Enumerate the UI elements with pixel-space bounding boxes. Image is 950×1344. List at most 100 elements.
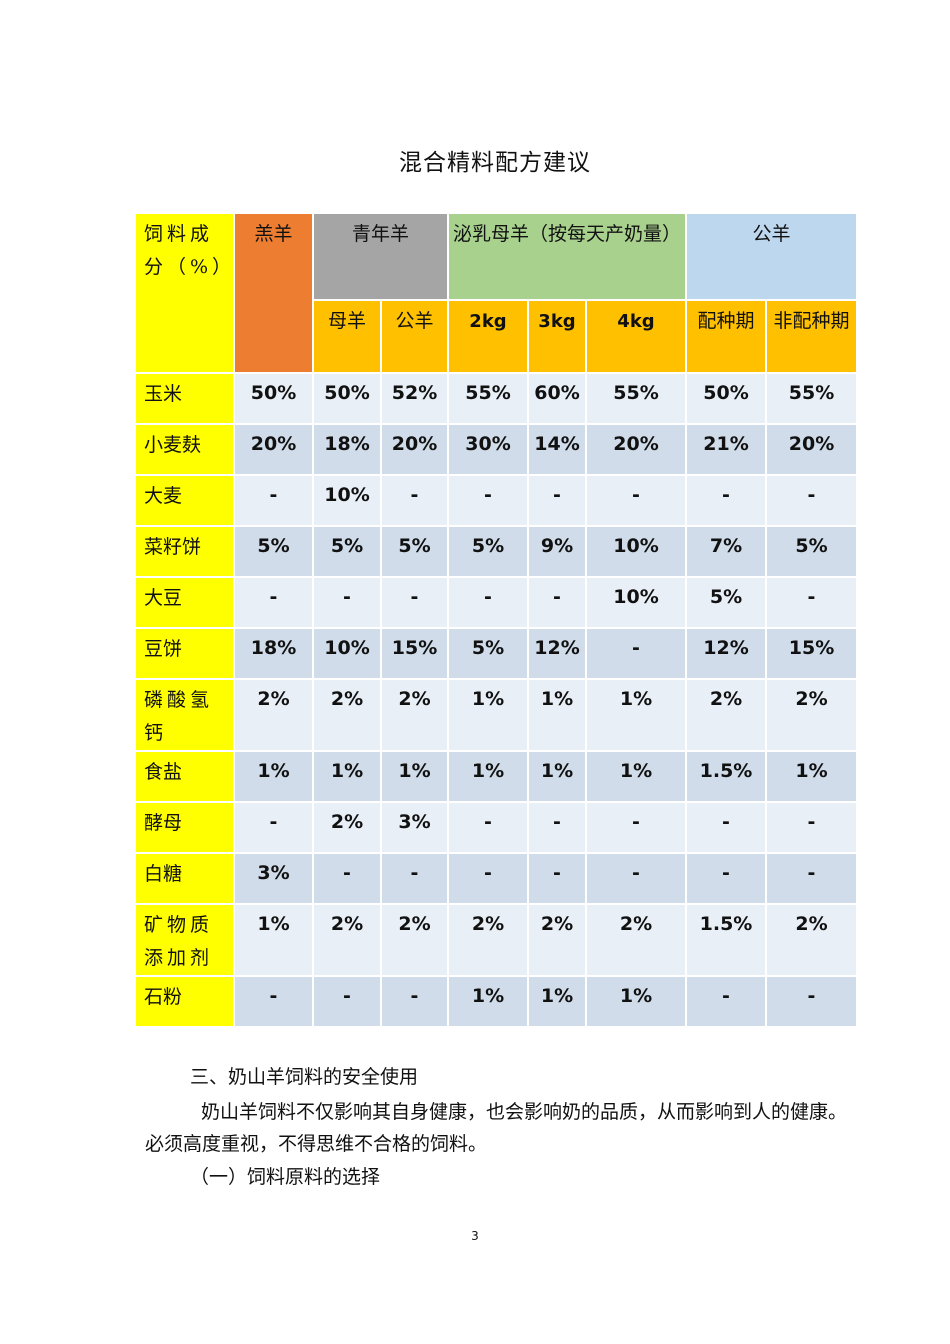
value-cell: 1% [382,752,447,801]
value-cell: 2% [767,680,856,750]
value-cell: 2% [314,803,380,852]
value-cell: 1% [449,977,527,1026]
table-row: 大麦 -10% - - - - - - [136,476,856,525]
value-cell: - [529,578,585,627]
value-cell: - [687,977,765,1026]
value-cell: 55% [767,374,856,423]
value-cell: 1% [587,752,685,801]
value-cell: 10% [587,578,685,627]
value-cell: - [687,803,765,852]
ingredient-label: 酵母 [136,803,233,852]
table-row: 磷酸氢钙 2% 2% 2% 1% 1% 1% 2% 2% [136,680,856,750]
section-heading: 三、奶山羊饲料的安全使用 [190,1066,419,1088]
ingredient-label: 大豆 [136,578,233,627]
value-cell: - [314,578,380,627]
value-cell: - [587,854,685,903]
value-cell: 7% [687,527,765,576]
table-row: 豆饼 18% 10% 15% 5% 12% -12% 15% [136,629,856,678]
value-cell: 20% [587,425,685,474]
sub-header-breeding: 配种期 [687,301,765,372]
corner-header: 饲料成分（%） [136,214,233,372]
sub-header-young-ram: 公羊 [382,301,447,372]
value-cell: 5% [235,527,312,576]
table-row: 菜籽饼 5% 5% 5% 5% 9% 10% 7% 5% [136,527,856,576]
value-cell: 1% [529,680,585,750]
group-header-young-sheep: 青年羊 [314,214,447,299]
value-cell: 50% [235,374,312,423]
value-cell: - [767,578,856,627]
value-cell: 55% [449,374,527,423]
value-cell: 15% [767,629,856,678]
value-cell: 52% [382,374,447,423]
value-cell: 50% [687,374,765,423]
value-cell: 1% [449,752,527,801]
value-cell: 55% [587,374,685,423]
value-cell: 1% [529,977,585,1026]
value-cell: 2% [235,680,312,750]
value-cell: - [382,977,447,1026]
value-cell: 20% [382,425,447,474]
value-cell: - [587,476,685,525]
sub-header-2kg: 2kg [449,301,527,372]
value-cell: 20% [235,425,312,474]
value-cell: - [449,854,527,903]
sub-header-4kg: 4kg [587,301,685,372]
value-cell: 21% [687,425,765,474]
value-cell: - [382,476,447,525]
ingredient-label: 菜籽饼 [136,527,233,576]
table-row: 玉米 50% 50% 52% 55% 60% 55% 50% 55% [136,374,856,423]
value-cell: 2% [449,905,527,975]
table-title: 混合精料配方建议 [399,150,591,176]
value-cell: 5% [449,629,527,678]
value-cell: 2% [314,680,380,750]
table-row: 大豆 - - - - -10% 5% - [136,578,856,627]
group-header-lactating-ewe: 泌乳母羊（按每天产奶量） [449,214,685,299]
value-cell: - [449,476,527,525]
sub-header-3kg: 3kg [529,301,585,372]
ingredient-label: 矿物质添加剂 [136,905,233,975]
value-cell: 5% [314,527,380,576]
value-cell: - [767,977,856,1026]
value-cell: - [235,578,312,627]
value-cell: - [235,977,312,1026]
value-cell: - [767,476,856,525]
value-cell: 20% [767,425,856,474]
table-row: 石粉 - - -1% 1% 1% - - [136,977,856,1026]
value-cell: 14% [529,425,585,474]
sub-header-ewe: 母羊 [314,301,380,372]
value-cell: - [767,803,856,852]
value-cell: 2% [314,905,380,975]
ingredient-label: 大麦 [136,476,233,525]
value-cell: 2% [687,680,765,750]
ingredient-label: 玉米 [136,374,233,423]
value-cell: 30% [449,425,527,474]
table-row: 酵母 -2% 3% - - - - - [136,803,856,852]
value-cell: - [529,854,585,903]
table-row: 矿物质添加剂 1% 2% 2% 2% 2% 2% 1.5% 2% [136,905,856,975]
value-cell: 10% [314,629,380,678]
ingredient-label: 豆饼 [136,629,233,678]
value-cell: 2% [382,905,447,975]
page-number: 3 [471,1229,479,1243]
value-cell: 1% [767,752,856,801]
feed-formula-table: 饲料成分（%） 羔羊 青年羊 泌乳母羊（按每天产奶量） 公羊 母羊 公羊 2kg… [134,212,858,1028]
ingredient-label: 磷酸氢钙 [136,680,233,750]
value-cell: - [587,629,685,678]
value-cell: 1% [235,752,312,801]
value-cell: 5% [767,527,856,576]
value-cell: 5% [449,527,527,576]
value-cell: - [587,803,685,852]
value-cell: - [235,803,312,852]
value-cell: - [235,476,312,525]
value-cell: 2% [529,905,585,975]
ingredient-label: 小麦麸 [136,425,233,474]
value-cell: 10% [587,527,685,576]
value-cell: - [382,854,447,903]
value-cell: 1% [235,905,312,975]
value-cell: - [314,854,380,903]
value-cell: 1.5% [687,752,765,801]
value-cell: 3% [382,803,447,852]
group-header-lamb: 羔羊 [235,214,312,372]
value-cell: 10% [314,476,380,525]
value-cell: 1% [314,752,380,801]
